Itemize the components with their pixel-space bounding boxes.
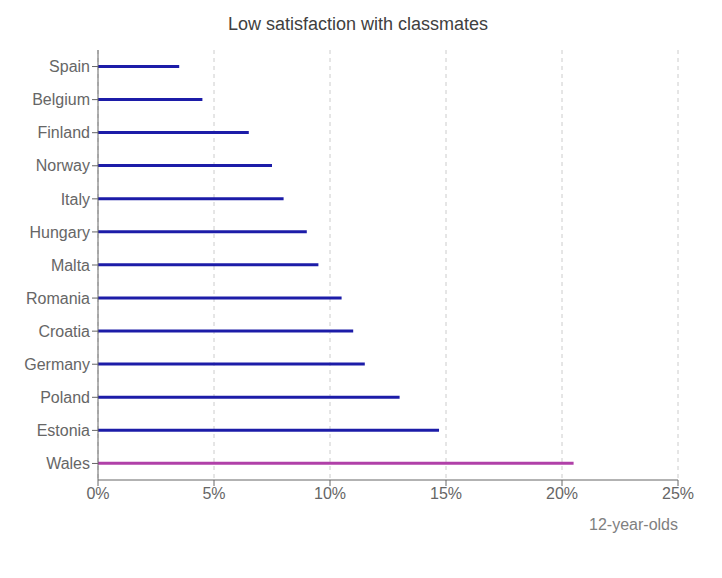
html-text:Low satisfaction with classmat: Low satisfaction with classmates [227,14,488,34]
svg-text:Poland: Poland [40,389,90,406]
svg-text:5%: 5% [202,485,225,502]
svg-text:Germany: Germany [24,356,90,373]
svg-text:20%: 20% [546,485,578,502]
svg-text:0%: 0% [86,485,109,502]
svg-text:Estonia: Estonia [37,422,90,439]
svg-text:Malta: Malta [51,257,90,274]
svg-text:Italy: Italy [61,191,90,208]
svg-text:12-year-olds: 12-year-olds [589,516,678,533]
svg-text:Wales: Wales [46,455,90,472]
svg-text:Finland: Finland [38,124,90,141]
svg-text:Croatia: Croatia [38,323,90,340]
svg-text:Spain: Spain [49,58,90,75]
svg-text:10%: 10% [314,485,346,502]
svg-text:Norway: Norway [36,157,90,174]
svg-text:Romania: Romania [26,290,90,307]
svg-text:Hungary: Hungary [30,224,90,241]
svg-text:25%: 25% [662,485,694,502]
svg-text:15%: 15% [430,485,462,502]
svg-text:Belgium: Belgium [32,91,90,108]
